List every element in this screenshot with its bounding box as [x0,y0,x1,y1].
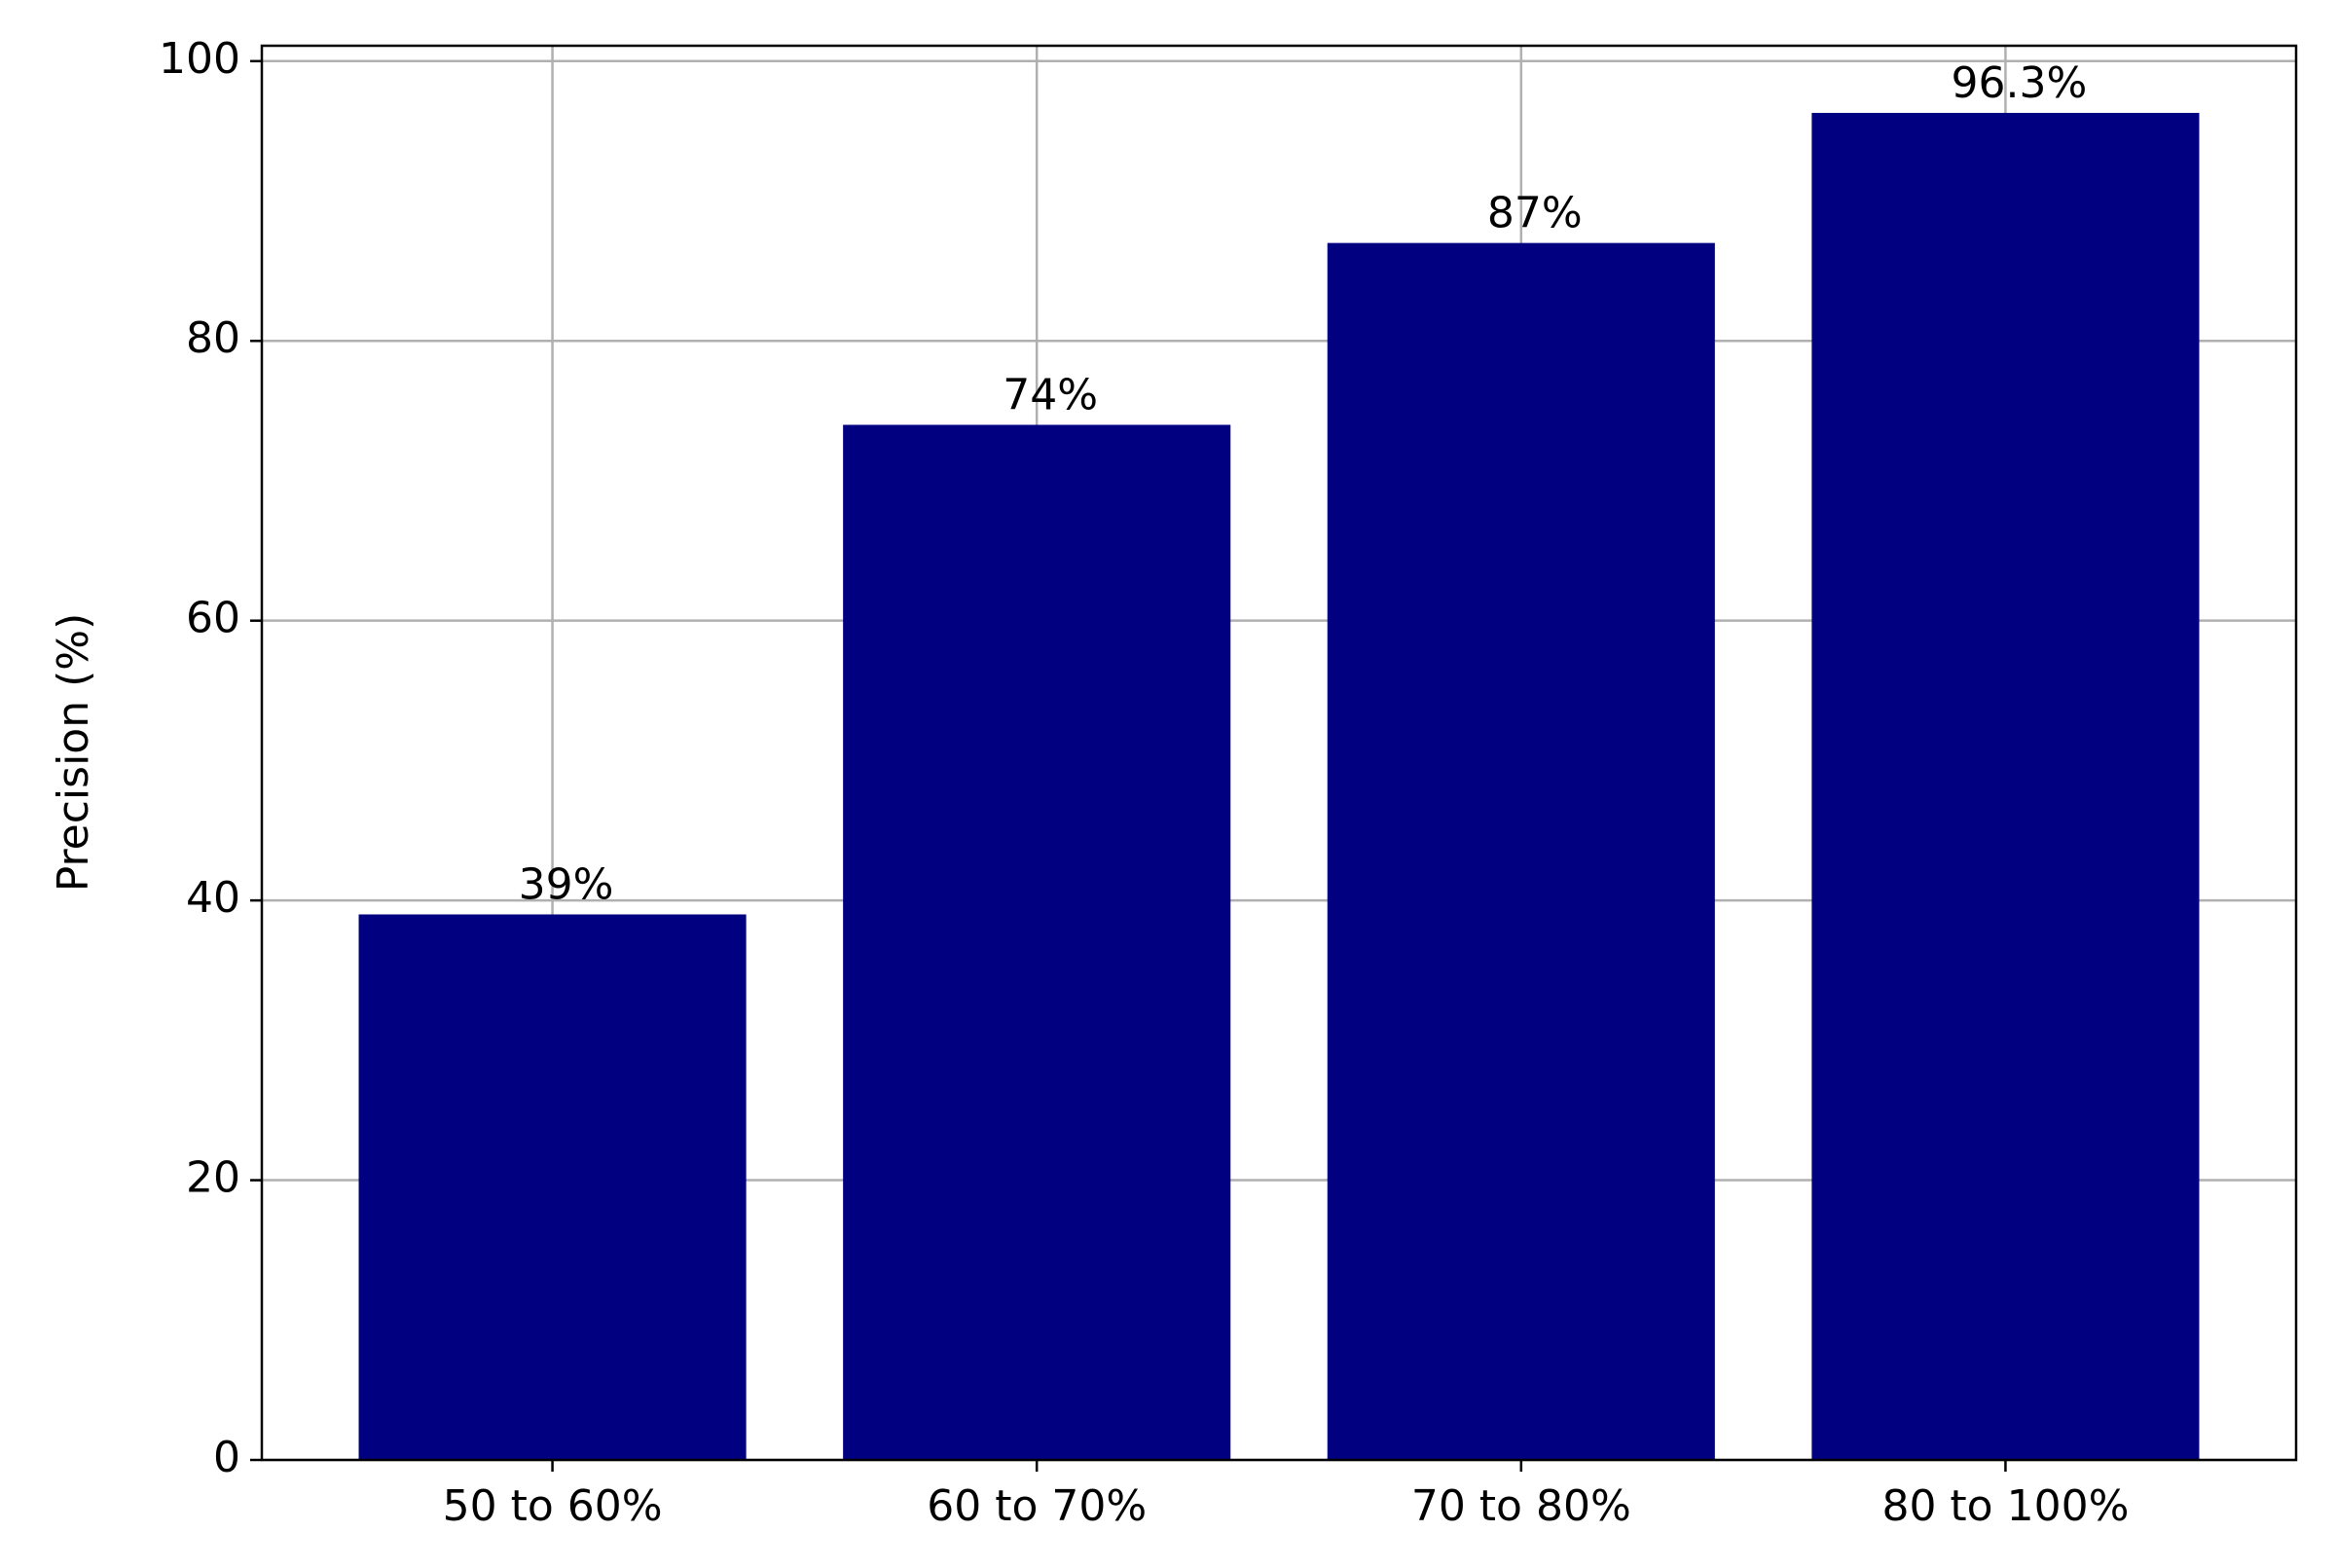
y-tick-label: 60 [186,594,240,643]
data-label: 74% [1003,370,1098,419]
y-tick-label: 80 [186,313,240,363]
y-tick-label: 0 [213,1433,240,1482]
bar [1811,112,2200,1461]
bar [358,914,747,1460]
y-tick-label: 40 [186,873,240,923]
data-label: 39% [519,859,614,909]
data-label: 96.3% [1952,58,2088,108]
x-tick-label: 50 to 60% [443,1481,663,1531]
bar [843,424,1231,1460]
x-tick-label: 60 to 70% [927,1481,1147,1531]
bar [1327,242,1715,1460]
x-tick-label: 80 to 100% [1881,1481,2129,1531]
plot-frame [260,44,2298,1462]
y-axis-label: Precision (%) [49,613,98,892]
y-tick-label: 100 [159,34,240,84]
data-label: 87% [1487,189,1583,238]
x-tick-label: 70 to 80% [1411,1481,1631,1531]
y-tick-label: 20 [186,1153,240,1203]
